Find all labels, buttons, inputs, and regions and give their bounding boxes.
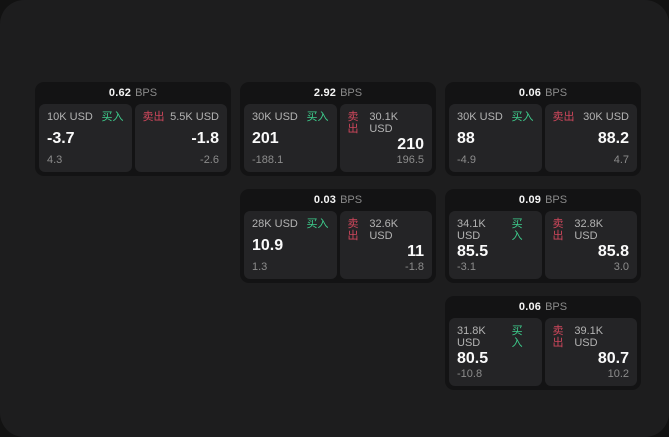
buy-pane[interactable]: 28K USD 买入 10.9 1.3 — [244, 211, 337, 279]
buy-amount: 28K USD — [252, 218, 298, 230]
buy-amount: 30K USD — [252, 111, 298, 123]
buy-change: 4.3 — [47, 154, 63, 166]
buy-amount: 30K USD — [457, 111, 503, 123]
sell-amount: 30.1K USD — [369, 111, 399, 135]
sell-price: -1.8 — [191, 129, 219, 147]
quote-grid: 0.62 BPS 10K USD 买入 -3.7 4.3 卖出 5.5K USD — [35, 82, 641, 390]
sell-pane[interactable]: 卖出 30.1K USD 210 196.5 — [339, 104, 432, 172]
buy-side-label: 买入 — [511, 111, 534, 123]
quote-card: 0.06 BPS 30K USD 买入 88 -4.9 卖出 30K USD — [445, 82, 641, 176]
quote-card: 0.03 BPS 28K USD 买入 10.9 1.3 卖出 32.6K US… — [240, 189, 436, 283]
bps-unit-label: BPS — [340, 87, 363, 99]
sell-side-label: 卖出 — [347, 111, 359, 135]
buy-side-label: 买入 — [101, 111, 124, 123]
buy-change: -4.9 — [457, 154, 476, 166]
sell-change: 4.7 — [613, 154, 629, 166]
sell-amount: 32.6K USD — [369, 218, 399, 242]
buy-pane[interactable]: 31.8K USD 买入 80.5 -10.8 — [449, 318, 542, 386]
sell-change: 10.2 — [607, 368, 629, 380]
buy-side-label: 买入 — [511, 218, 523, 242]
sell-amount: 39.1K USD — [574, 325, 604, 349]
buy-change: 1.3 — [252, 261, 268, 273]
bps-unit-label: BPS — [340, 194, 363, 206]
buy-price: 10.9 — [252, 236, 284, 254]
bps-header: 0.06 BPS — [449, 296, 637, 318]
bps-header: 0.09 BPS — [449, 189, 637, 211]
buy-amount: 34.1K USD — [457, 218, 486, 242]
buy-pane[interactable]: 30K USD 买入 201 -188.1 — [244, 104, 337, 172]
sell-side-label: 卖出 — [142, 111, 165, 123]
buy-change: -188.1 — [252, 154, 284, 166]
sell-change: -2.6 — [200, 154, 219, 166]
quote-card: 0.09 BPS 34.1K USD 买入 85.5 -3.1 卖出 32.8K… — [445, 189, 641, 283]
buy-price: 85.5 — [457, 242, 489, 260]
buy-side-label: 买入 — [306, 111, 329, 123]
buy-change: -3.1 — [457, 261, 476, 273]
sell-price: 11 — [407, 242, 424, 260]
sell-price: 85.8 — [597, 242, 629, 260]
bps-header: 0.06 BPS — [449, 82, 637, 104]
sell-pane[interactable]: 卖出 5.5K USD -1.8 -2.6 — [134, 104, 227, 172]
buy-side-label: 买入 — [511, 325, 523, 349]
quote-card: 0.62 BPS 10K USD 买入 -3.7 4.3 卖出 5.5K USD — [35, 82, 231, 176]
buy-pane[interactable]: 34.1K USD 买入 85.5 -3.1 — [449, 211, 542, 279]
quote-card: 2.92 BPS 30K USD 买入 201 -188.1 卖出 30.1K … — [240, 82, 436, 176]
bps-value: 0.62 — [108, 87, 132, 99]
buy-pane[interactable]: 30K USD 买入 88 -4.9 — [449, 104, 542, 172]
buy-amount: 10K USD — [47, 111, 93, 123]
bps-header: 0.62 BPS — [39, 82, 227, 104]
sell-side-label: 卖出 — [552, 325, 564, 349]
bps-header: 2.92 BPS — [244, 82, 432, 104]
bps-value: 0.03 — [313, 194, 337, 206]
bps-value: 0.06 — [518, 301, 542, 313]
quote-card: 0.06 BPS 31.8K USD 买入 80.5 -10.8 卖出 39.1… — [445, 296, 641, 390]
sell-amount: 32.8K USD — [574, 218, 604, 242]
bps-unit-label: BPS — [545, 87, 568, 99]
sell-price: 80.7 — [597, 349, 629, 367]
buy-side-label: 买入 — [306, 218, 329, 230]
sell-side-label: 卖出 — [347, 218, 359, 242]
bps-header: 0.03 BPS — [244, 189, 432, 211]
sell-change: 3.0 — [613, 261, 629, 273]
sell-pane[interactable]: 卖出 32.6K USD 11 -1.8 — [339, 211, 432, 279]
bps-value: 0.09 — [518, 194, 542, 206]
sell-side-label: 卖出 — [552, 218, 564, 242]
bps-unit-label: BPS — [545, 194, 568, 206]
sell-price: 210 — [397, 135, 424, 153]
sell-change: 196.5 — [396, 154, 424, 166]
bps-value: 0.06 — [518, 87, 542, 99]
sell-amount: 5.5K USD — [170, 111, 219, 123]
buy-pane[interactable]: 10K USD 买入 -3.7 4.3 — [39, 104, 132, 172]
sell-pane[interactable]: 卖出 32.8K USD 85.8 3.0 — [544, 211, 637, 279]
sell-side-label: 卖出 — [552, 111, 575, 123]
buy-amount: 31.8K USD — [457, 325, 486, 349]
bps-unit-label: BPS — [545, 301, 568, 313]
sell-pane[interactable]: 卖出 30K USD 88.2 4.7 — [544, 104, 637, 172]
bps-value: 2.92 — [313, 87, 337, 99]
sell-price: 88.2 — [597, 129, 629, 147]
buy-price: 201 — [252, 129, 279, 147]
sell-amount: 30K USD — [583, 111, 629, 123]
buy-price: 88 — [457, 129, 475, 147]
bps-unit-label: BPS — [135, 87, 158, 99]
buy-price: -3.7 — [47, 129, 75, 147]
sell-change: -1.8 — [405, 261, 424, 273]
buy-price: 80.5 — [457, 349, 489, 367]
buy-change: -10.8 — [457, 368, 483, 380]
sell-pane[interactable]: 卖出 39.1K USD 80.7 10.2 — [544, 318, 637, 386]
